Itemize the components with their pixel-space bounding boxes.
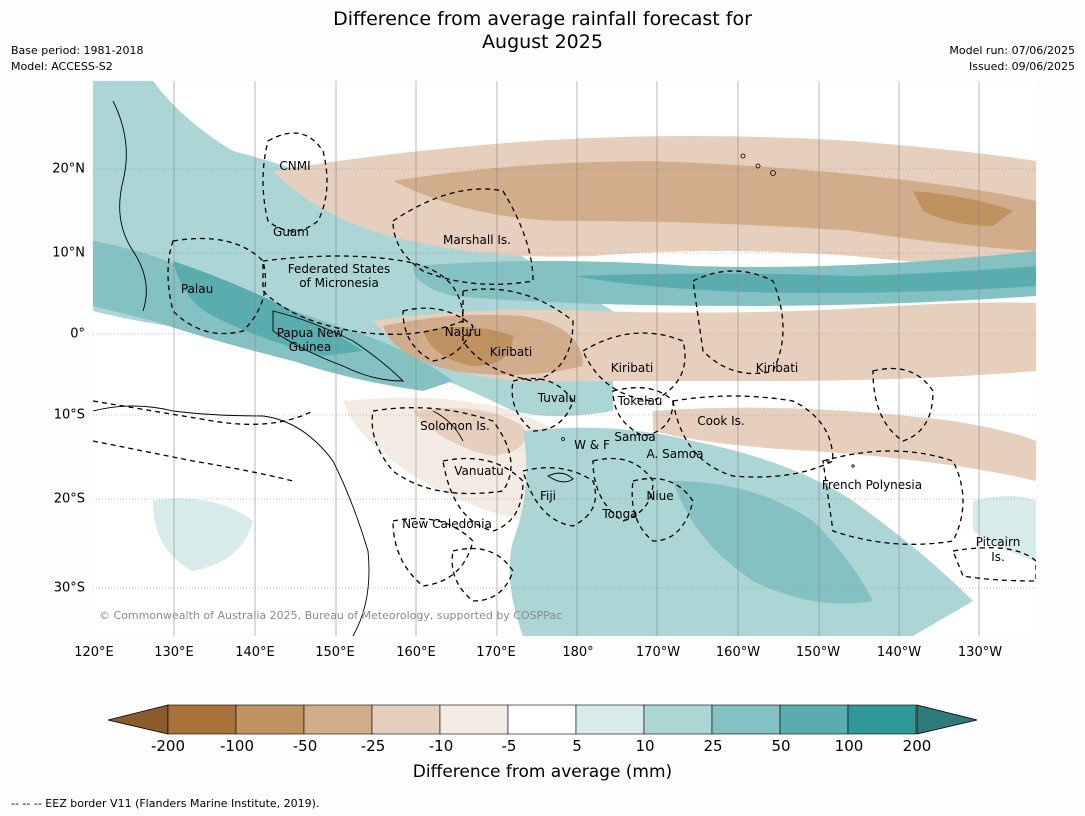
lon-tick: 150°W (795, 645, 841, 660)
label-pitcairn-line2: Is. (991, 550, 1005, 564)
label-tuvalu: Tuvalu (537, 391, 577, 405)
eez-footnote: -- -- -- EEZ border V11 (Flanders Marine… (11, 797, 320, 810)
eez-boundaries (93, 132, 1036, 602)
label-cook-is: Cook Is. (697, 414, 745, 428)
coastlines (93, 100, 574, 636)
meta-left: Base period: 1981-2018 Model: ACCESS-S2 (11, 43, 143, 75)
label-vanuatu: Vanuatu (454, 464, 504, 478)
rainfall-map: CNMI Guam Marshall Is. Federated States … (93, 81, 1036, 636)
lat-tick: 10°S (53, 407, 85, 423)
label-samoa: Samoa (614, 430, 656, 444)
colorbar-segment (371, 704, 441, 735)
label-kiribati-west: Kiribati (489, 345, 533, 359)
colorbar-title: Difference from average (mm) (412, 762, 673, 782)
colorbar-segments (167, 704, 917, 735)
label-fsm-line1: Federated States (287, 262, 391, 276)
model-run: Model run: 07/06/2025 (949, 44, 1075, 57)
lon-tick: 170°W (635, 645, 681, 660)
colorbar-tick: -25 (360, 737, 386, 755)
lon-tick: 130°W (957, 645, 1003, 660)
colorbar (107, 704, 978, 735)
label-palau: Palau (180, 282, 214, 296)
lon-tick: 170°E (476, 645, 516, 660)
colorbar-tick: -200 (150, 737, 186, 755)
label-tokelau: Tokelau (617, 394, 663, 408)
colorbar-tick: -50 (292, 737, 318, 755)
lat-tick: 10°N (52, 245, 85, 261)
colorbar-tick: 10 (635, 737, 655, 755)
label-fiji: Fiji (539, 489, 557, 503)
model-name: Model: ACCESS-S2 (11, 60, 113, 73)
colorbar-segment (847, 704, 917, 735)
label-tonga: Tonga (602, 507, 638, 521)
lon-tick: 150°E (315, 645, 355, 660)
label-american-samoa: A. Samoa (646, 447, 704, 461)
copyright-notice: © Commonwealth of Australia 2025, Bureau… (99, 609, 563, 622)
label-french-polynesia: French Polynesia (821, 478, 923, 492)
colorbar-tick: -10 (428, 737, 454, 755)
label-kiribati-east: Kiribati (755, 361, 799, 375)
chart-title: Difference from average rainfall forecas… (0, 8, 1085, 54)
lon-tick: 180° (562, 645, 594, 660)
colorbar-tick: 100 (834, 737, 864, 755)
colorbar-tick: -100 (219, 737, 255, 755)
colorbar-tick: -5 (501, 737, 517, 755)
title-line-1: Difference from average rainfall forecas… (333, 8, 752, 30)
colorbar-tick: 5 (572, 737, 582, 755)
anomaly-field (93, 81, 1036, 636)
lon-tick: 140°E (235, 645, 275, 660)
label-marshall-is: Marshall Is. (443, 233, 511, 247)
colorbar-under-arrow (107, 704, 169, 735)
lon-tick: 130°E (154, 645, 194, 660)
colorbar-over-arrow (916, 704, 978, 735)
lon-tick: 120°E (74, 645, 114, 660)
colorbar-segment (779, 704, 849, 735)
label-new-caledonia: New Caledonia (402, 517, 492, 531)
islands (561, 153, 855, 468)
label-guam: Guam (273, 225, 309, 239)
colorbar-tick: 25 (703, 737, 723, 755)
colorbar-segment (439, 704, 509, 735)
label-solomon-is: Solomon Is. (420, 419, 490, 433)
label-fsm-line2: of Micronesia (299, 276, 379, 290)
lat-tick: 0° (70, 326, 85, 342)
colorbar-tick: 200 (902, 737, 932, 755)
lat-tick: 20°S (53, 491, 85, 507)
lat-tick: 30°S (53, 580, 85, 596)
title-line-2: August 2025 (482, 31, 603, 53)
colorbar-segment (303, 704, 373, 735)
base-period: Base period: 1981-2018 (11, 44, 144, 57)
map-svg (93, 81, 1036, 636)
meta-right: Model run: 07/06/2025 Issued: 09/06/2025 (949, 43, 1075, 75)
colorbar-segment (507, 704, 577, 735)
colorbar-segment (643, 704, 713, 735)
lon-tick: 160°W (715, 645, 761, 660)
issued-date: Issued: 09/06/2025 (968, 60, 1075, 73)
colorbar-segment (167, 704, 237, 735)
colorbar-segment (235, 704, 305, 735)
colorbar-tick: 50 (771, 737, 791, 755)
label-png-line1: Papua New (276, 326, 344, 340)
label-png-line2: Guinea (288, 340, 332, 354)
label-nauru: Nauru (444, 325, 482, 339)
label-niue: Niue (646, 489, 674, 503)
grid-lines (93, 81, 1036, 636)
lon-tick: 140°W (876, 645, 922, 660)
label-pitcairn-line1: Pitcairn (975, 535, 1021, 549)
colorbar-segment (711, 704, 781, 735)
label-cnmi: CNMI (279, 159, 311, 173)
lat-tick: 20°N (52, 161, 85, 177)
label-wallis-futuna: W & F (574, 438, 610, 452)
colorbar-segment (575, 704, 645, 735)
label-kiribati-central: Kiribati (610, 361, 654, 375)
lon-tick: 160°E (396, 645, 436, 660)
